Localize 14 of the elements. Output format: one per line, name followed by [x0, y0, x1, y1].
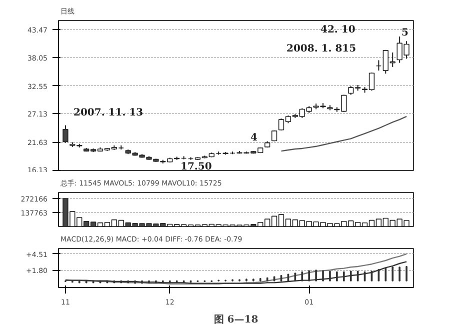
- annotation: 42. 10: [320, 24, 356, 36]
- line-series: [64, 253, 408, 284]
- annotation: 17.50: [180, 162, 212, 172]
- caption: 图 6—18: [214, 314, 258, 326]
- candlestick: [376, 60, 382, 72]
- line-series: [64, 261, 408, 284]
- candlestick: [62, 124, 68, 144]
- line-series: [280, 116, 408, 152]
- annotation: 4: [250, 132, 258, 144]
- annotation: 5: [402, 28, 408, 38]
- annotation: 2007. 11. 13: [74, 108, 144, 118]
- annotation: 2008. 1. 815: [286, 44, 356, 54]
- candlestick: [180, 156, 187, 160]
- candlestick: [188, 156, 194, 160]
